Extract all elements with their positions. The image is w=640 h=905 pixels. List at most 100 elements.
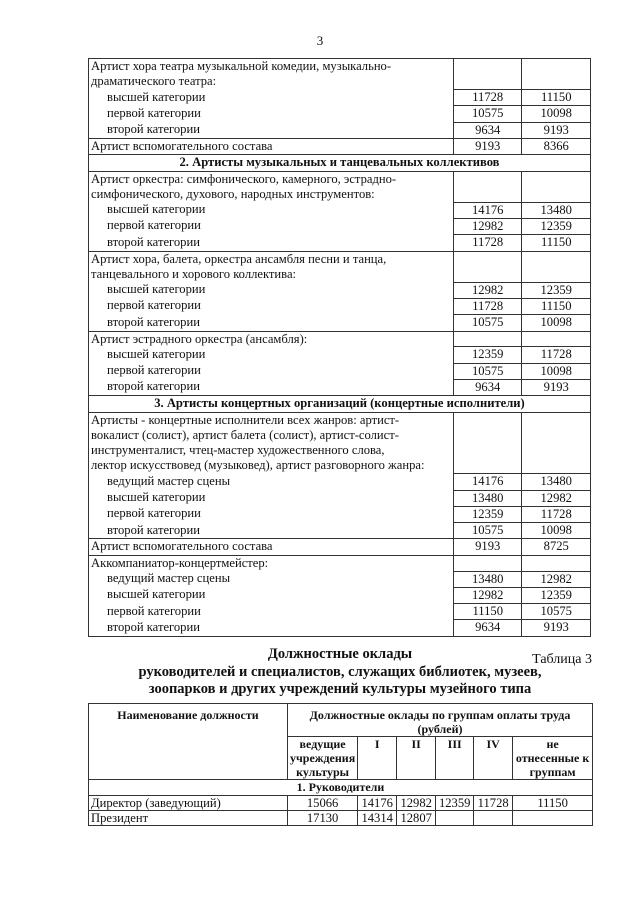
empty-cell: [452, 57, 523, 91]
table-row: Президент 17130 14314 12807: [88, 810, 593, 826]
salary-value: 8366: [521, 137, 591, 156]
salary-value: 17130: [286, 810, 359, 826]
position-label: высшей категории: [88, 282, 454, 299]
salary-table-museums: Наименование должности Должностные оклад…: [88, 703, 593, 826]
salary-value: 9634: [452, 121, 523, 139]
salary-value: 11150: [521, 297, 591, 316]
table-row: Артист вспомогательного состава 9193 8725: [88, 538, 591, 556]
group-header: не отнесенные к группам: [512, 736, 593, 780]
position-label: первой категории: [88, 603, 454, 620]
table-row: первой категории 12359 11728: [88, 505, 591, 524]
salary-value: 11728: [452, 297, 523, 316]
section-title: 3. Артисты концертных организаций (конце…: [88, 395, 591, 413]
position-label: первой категории: [88, 218, 454, 235]
salary-value: [512, 810, 593, 826]
empty-cell: [452, 170, 523, 203]
salary-value: 12359: [452, 505, 523, 524]
salary-value: 12359: [521, 281, 591, 299]
salary-value: 9634: [452, 378, 523, 397]
salary-value: 12807: [396, 810, 437, 826]
position-label: второй категории: [88, 122, 454, 139]
empty-cell: [452, 250, 523, 283]
position-label: высшей категории: [88, 346, 454, 364]
salary-value: 15066: [286, 795, 359, 811]
group-title: Аккомпаниатор-концертмейстер:: [88, 554, 454, 571]
group-title: Артист эстрадного оркестра (ансамбля):: [88, 330, 454, 347]
group-title: Артист хора, балета, оркестра ансамбля п…: [88, 250, 454, 283]
table-row: второй категории 9634 9193: [88, 121, 591, 139]
table-title: Должностные оклады руководителей и специ…: [0, 646, 640, 699]
group-title-line: вокалист (солист), артист балета (солист…: [91, 427, 399, 442]
position-label: второй категории: [88, 619, 454, 637]
table-row: высшей категории 12982 12359: [88, 281, 591, 299]
group-title-line: симфонического, духового, народных инстр…: [91, 186, 375, 201]
salary-value: 13480: [521, 473, 591, 491]
table-row: Артисты - концертные исполнители всех жа…: [88, 411, 591, 475]
table-row: первой категории 11150 10575: [88, 603, 591, 621]
header-position: Наименование должности: [88, 703, 288, 780]
salary-value: 10098: [521, 105, 591, 123]
group-header: IV: [473, 736, 514, 780]
empty-cell: [521, 250, 591, 283]
group-title: Артист оркестра: симфонического, камерно…: [88, 170, 454, 203]
salary-value: 12982: [452, 586, 523, 605]
group-title-line: Артист хора, балета, оркестра ансамбля п…: [91, 251, 387, 266]
position-label: первой категории: [88, 506, 454, 523]
section-title: 2. Артисты музыкальных и танцевальных ко…: [88, 154, 591, 172]
group-title-line: Аккомпаниатор-концертмейстер:: [91, 555, 269, 570]
salary-value: 12982: [452, 217, 523, 236]
table-row: второй категории 9634 9193: [88, 378, 591, 397]
salary-value: [473, 810, 514, 826]
salary-value: 10098: [521, 522, 591, 540]
table-row: Артист оркестра: симфонического, камерно…: [88, 170, 591, 203]
group-header: III: [435, 736, 475, 780]
position-label: второй категории: [88, 379, 454, 397]
group-title: Артисты - концертные исполнители всех жа…: [88, 411, 454, 474]
position-label: Артист вспомогательного состава: [88, 137, 454, 156]
table-row: второй категории 10575 10098: [88, 314, 591, 332]
salary-value: 12982: [521, 570, 591, 588]
salary-value: 9193: [452, 538, 523, 556]
group-header: I: [357, 736, 398, 780]
table-row: второй категории 9634 9193: [88, 619, 591, 637]
salary-value: 9634: [452, 619, 523, 637]
salary-value: 11728: [452, 89, 523, 107]
group-title-line: инструменталист, чтец-мастер художествен…: [91, 443, 385, 458]
empty-cell: [452, 330, 523, 348]
title-line: руководителей и специалистов, служащих б…: [138, 663, 542, 680]
group-title-line: Артист эстрадного оркестра (ансамбля):: [91, 331, 308, 346]
salary-value: 10575: [521, 603, 591, 621]
group-title-line: драматического театра:: [91, 74, 217, 89]
salary-value: 12359: [521, 217, 591, 236]
table-row: первой категории 12982 12359: [88, 217, 591, 236]
position-label: высшей категории: [88, 490, 454, 507]
salary-value: 14176: [452, 473, 523, 491]
salary-value: 11728: [452, 234, 523, 252]
empty-cell: [521, 411, 591, 475]
empty-cell: [521, 554, 591, 572]
salary-value: 11150: [452, 603, 523, 621]
salary-value: 13480: [452, 489, 523, 507]
salary-value: 12982: [396, 795, 437, 811]
table-row: Артист хора театра музыкальной комедии, …: [88, 57, 591, 91]
salary-value: 11728: [521, 505, 591, 524]
table-row: Артист хора, балета, оркестра ансамбля п…: [88, 250, 591, 283]
salary-value: 12982: [452, 281, 523, 299]
group-title-line: танцевального и хорового коллектива:: [91, 266, 297, 281]
position-label: ведущий мастер сцены: [88, 473, 454, 491]
empty-cell: [452, 411, 523, 475]
empty-cell: [521, 330, 591, 348]
salary-value: 9193: [521, 121, 591, 139]
salary-value: 12359: [521, 586, 591, 605]
position-label: второй категории: [88, 314, 454, 332]
position-label: первой категории: [88, 105, 454, 123]
table-row: Аккомпаниатор-концертмейстер:: [88, 554, 591, 572]
salary-value: 10575: [452, 105, 523, 123]
group-header: ведущие учреждения культуры: [286, 736, 359, 780]
table-row: первой категории 10575 10098: [88, 362, 591, 380]
position-label: первой категории: [88, 298, 454, 315]
empty-cell: [452, 554, 523, 572]
group-title-line: Артист хора театра музыкальной комедии, …: [91, 59, 392, 73]
table-caption: Таблица 3: [532, 652, 592, 667]
salary-value: [435, 810, 475, 826]
